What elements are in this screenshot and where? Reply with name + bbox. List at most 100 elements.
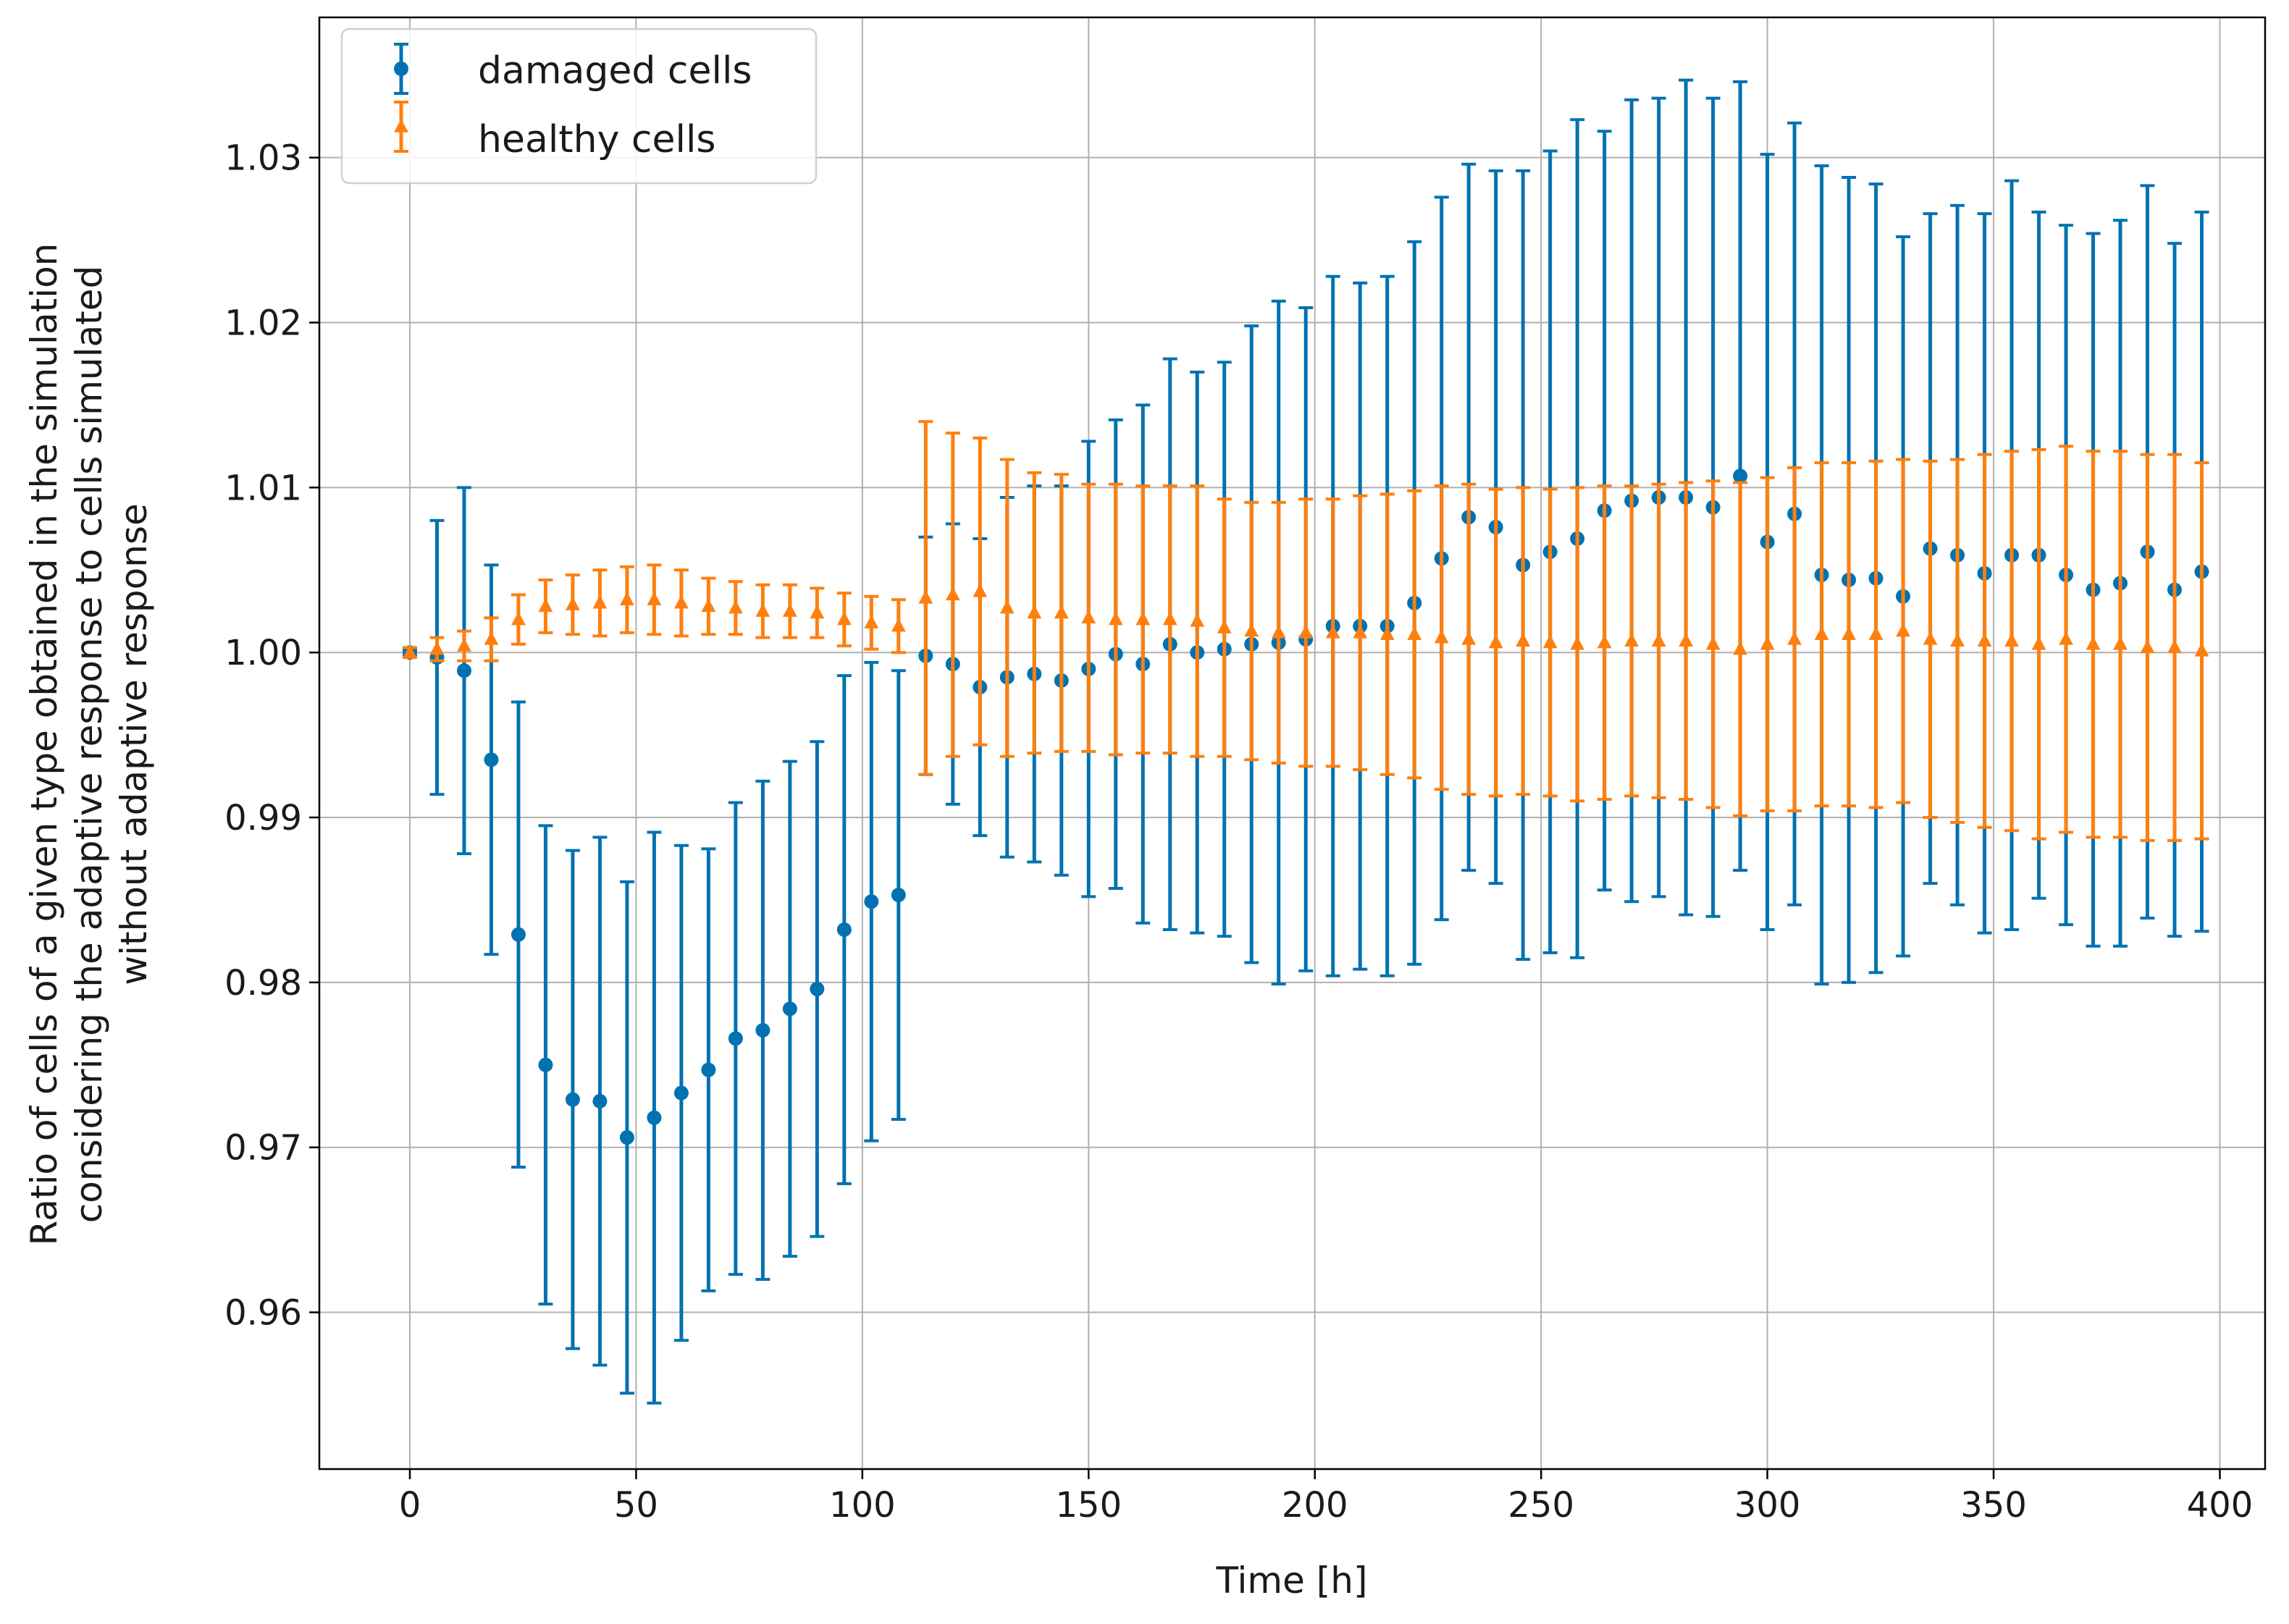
data-point (1516, 633, 1531, 647)
y-tick-label: 1.03 (224, 138, 302, 179)
data-point (1679, 633, 1694, 647)
data-point (538, 598, 553, 613)
legend-label-healthy-cells: healthy cells (478, 118, 715, 161)
data-point (1271, 624, 1286, 639)
data-point (810, 605, 825, 619)
data-point (2004, 633, 2019, 647)
x-tick-label: 300 (1734, 1485, 1801, 1526)
data-point (1787, 631, 1802, 645)
y-tick-label: 0.97 (224, 1128, 302, 1169)
data-point (973, 583, 988, 597)
data-point (918, 590, 933, 604)
x-tick-label: 350 (1960, 1485, 2027, 1526)
data-layer (402, 78, 2209, 1405)
data-point (2059, 631, 2073, 645)
data-point (647, 1110, 662, 1125)
data-point (836, 611, 852, 626)
legend-box (340, 28, 818, 185)
data-point (891, 888, 906, 903)
data-point (728, 1031, 743, 1046)
data-point (511, 611, 526, 626)
data-point (1977, 633, 1992, 647)
y-tick-label: 1.02 (224, 303, 302, 344)
data-point (1027, 605, 1042, 619)
legend-point (394, 62, 408, 76)
y-tick-label: 0.99 (224, 798, 302, 838)
data-point (755, 603, 770, 617)
data-point (1814, 626, 1829, 640)
data-point (1733, 641, 1748, 655)
data-point (836, 922, 852, 937)
data-point (1624, 633, 1639, 647)
data-point (1081, 610, 1096, 624)
legend-marker-damaged-cells (394, 43, 408, 95)
data-point (565, 1092, 580, 1107)
data-point (1407, 626, 1422, 640)
data-point (1733, 468, 1748, 484)
data-point (945, 586, 960, 601)
data-point (728, 599, 743, 614)
data-point (1244, 623, 1259, 637)
data-point (782, 603, 797, 617)
y-axis-title-line-3: without adaptive response (113, 503, 155, 985)
data-point (1923, 631, 1938, 645)
data-point (592, 594, 608, 609)
x-tick-label: 0 (399, 1485, 421, 1526)
data-point (1325, 624, 1340, 639)
data-point (1190, 613, 1205, 627)
data-point (619, 1130, 634, 1145)
data-point (1705, 636, 1721, 650)
data-point (701, 598, 716, 613)
data-point (1217, 620, 1232, 634)
y-axis-title-line-2: considering the adaptive response to cel… (68, 266, 110, 1223)
data-point (429, 641, 445, 655)
y-tick-label: 0.96 (224, 1293, 302, 1334)
data-point (864, 894, 879, 909)
data-point (1434, 629, 1449, 644)
data-point (1108, 611, 1123, 626)
data-point (1379, 626, 1395, 640)
data-point (674, 594, 689, 609)
data-point (1353, 624, 1368, 639)
data-point (2167, 639, 2182, 654)
data-point (403, 644, 417, 658)
data-point (456, 663, 471, 678)
x-tick-label: 150 (1055, 1485, 1122, 1526)
data-point (864, 615, 879, 628)
axes-frame (318, 16, 2267, 1471)
data-point (2194, 642, 2209, 657)
data-point (2113, 636, 2128, 650)
data-point (1488, 634, 1503, 649)
data-point (2031, 636, 2046, 650)
data-point (1896, 623, 1910, 637)
x-tick-label: 200 (1282, 1485, 1348, 1526)
y-axis-title-line-1: Ratio of cells of a given type obtained … (23, 243, 65, 1246)
y-tick-label: 0.98 (224, 963, 302, 1004)
data-point (810, 981, 825, 996)
data-point (999, 599, 1015, 614)
data-point (484, 631, 499, 645)
data-point (1298, 624, 1314, 639)
y-axis-title: Ratio of cells of a given type obtained … (23, 243, 155, 1246)
data-point (1651, 633, 1666, 647)
legend-point (394, 119, 408, 132)
data-point (1597, 634, 1612, 649)
y-tick-label: 1.01 (224, 468, 302, 508)
data-point (592, 1093, 608, 1108)
x-tick-label: 250 (1508, 1485, 1574, 1526)
data-point (2086, 636, 2101, 650)
series-healthy-cells (402, 420, 2209, 842)
data-point (1760, 636, 1775, 650)
data-point (566, 597, 580, 610)
data-point (1054, 605, 1069, 619)
data-point (511, 927, 526, 942)
data-point (673, 1085, 689, 1101)
x-tick-label: 400 (2187, 1485, 2254, 1526)
ticks: 0 50 100 150 200 250 300 350 400 0.96 0.97 0.98 0.99… (224, 138, 2253, 1526)
data-point (782, 1001, 797, 1017)
data-point (1542, 634, 1558, 649)
data-point (891, 618, 906, 632)
data-point (701, 1062, 716, 1077)
data-point (1570, 636, 1585, 650)
